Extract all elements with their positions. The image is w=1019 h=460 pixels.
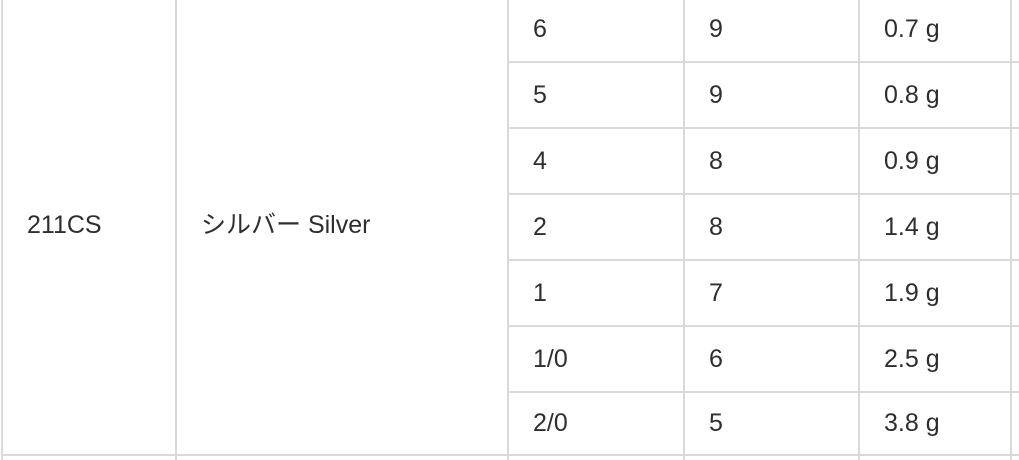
weight-cell: 0.8 g: [858, 61, 1012, 129]
size-cell: 1/0: [507, 325, 685, 393]
count-cell: [683, 454, 860, 460]
size-cell: 4: [507, 127, 685, 195]
cutoff-cell: [1010, 259, 1019, 327]
count-cell: 8: [683, 193, 860, 261]
color-cell: [175, 454, 509, 460]
size-cell: 2/0: [507, 391, 685, 456]
count-cell: 5: [683, 391, 860, 456]
size-cell: 5: [507, 61, 685, 129]
cutoff-cell: [1010, 127, 1019, 195]
table-row: 1 7 1.9 g: [2, 259, 1019, 327]
table-row-cutoff: [1, 454, 1019, 460]
cutoff-cell: [1010, 325, 1019, 393]
table-row: 5 9 0.8 g: [2, 61, 1019, 129]
color-cell: シルバー Silver: [175, 0, 509, 456]
table-row: 4 8 0.9 g: [2, 127, 1019, 195]
table-row: 2/0 5 3.8 g: [2, 391, 1019, 456]
cutoff-cell: [1010, 454, 1019, 460]
count-cell: 6: [683, 325, 860, 393]
model-cell: [1, 454, 177, 460]
size-cell: [507, 454, 685, 460]
cutoff-cell: [1010, 61, 1019, 129]
cutoff-cell: [1010, 391, 1019, 456]
cutoff-cell: [1010, 0, 1019, 63]
size-cell: 6: [507, 0, 685, 63]
weight-cell: [858, 454, 1012, 460]
weight-cell: 3.8 g: [858, 391, 1012, 456]
count-cell: 8: [683, 127, 860, 195]
cutoff-cell: [1010, 193, 1019, 261]
weight-cell: 0.7 g: [858, 0, 1012, 63]
table-row: 2 8 1.4 g: [2, 193, 1019, 261]
table-row: 1/0 6 2.5 g: [2, 325, 1019, 393]
size-cell: 1: [507, 259, 685, 327]
weight-cell: 0.9 g: [858, 127, 1012, 195]
weight-cell: 1.9 g: [858, 259, 1012, 327]
count-cell: 9: [683, 61, 860, 129]
weight-cell: 1.4 g: [858, 193, 1012, 261]
model-cell: 211CS: [1, 0, 177, 456]
weight-cell: 2.5 g: [858, 325, 1012, 393]
count-cell: 7: [683, 259, 860, 327]
size-cell: 2: [507, 193, 685, 261]
count-cell: 9: [683, 0, 860, 63]
